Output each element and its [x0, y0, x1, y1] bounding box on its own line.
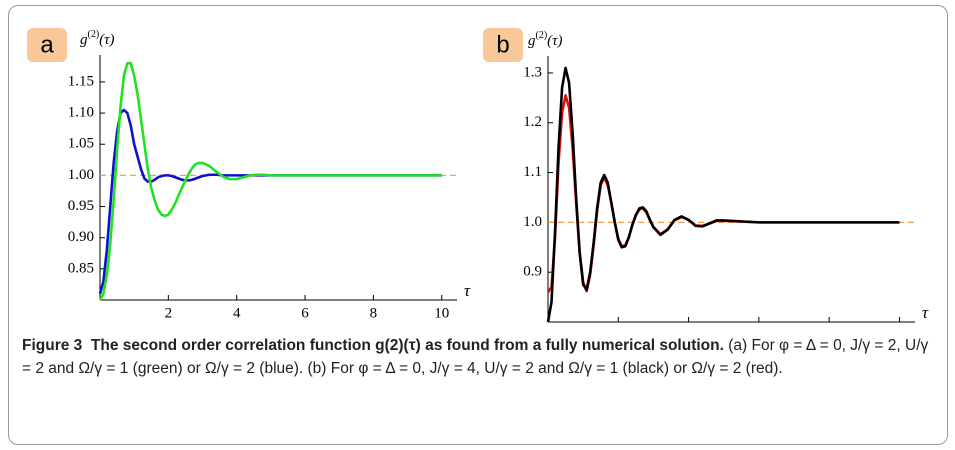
- y-label-arg: (τ): [547, 33, 562, 49]
- series-line: [98, 61, 442, 301]
- y-tick-label: 1.0: [523, 214, 542, 230]
- y-axis-label: g(2)(τ): [528, 30, 563, 49]
- panel-label: b: [496, 31, 509, 58]
- y-tick-label: 1.15: [68, 73, 94, 89]
- x-axis-label: τ: [464, 281, 471, 300]
- y-label-sup: (2): [536, 30, 548, 41]
- x-tick-label: 10: [892, 327, 907, 330]
- figure-frame: [8, 5, 948, 445]
- figure: a g(2)(τ)τ2 4 6 8 100.850.900.951.001.051.101…: [27, 28, 929, 330]
- x-tick-label: 6: [301, 305, 309, 321]
- y-tick-label: 0.95: [68, 198, 94, 214]
- x-tick-label: 2: [615, 327, 623, 330]
- y-tick-label: 0.90: [68, 229, 94, 245]
- series-line: [98, 108, 442, 295]
- y-axis-label: g(2)(τ): [80, 29, 115, 48]
- y-tick-label: 0.9: [523, 264, 542, 280]
- caption-title: The second order correlation function g(…: [90, 337, 724, 354]
- y-label-base: g: [528, 33, 536, 49]
- y-tick-label: 1.05: [68, 136, 94, 152]
- series-line: [546, 66, 900, 323]
- x-tick-label: 2: [165, 305, 173, 321]
- panel-label-box: [483, 28, 523, 62]
- x-axis-label: τ: [922, 303, 929, 322]
- y-label-arg: (τ): [99, 32, 114, 48]
- y-label-base: g: [80, 32, 88, 48]
- caption: Figure 3 The second order correlation fu…: [22, 334, 932, 380]
- y-tick-label: 1.2: [523, 114, 542, 130]
- series-line: [546, 94, 900, 293]
- y-tick-label: 1.00: [68, 167, 94, 183]
- x-tick-label: 8: [825, 327, 833, 330]
- y-label-sup: (2): [88, 29, 100, 40]
- x-tick-label: 4: [233, 305, 241, 321]
- caption-text: (a) For φ = Δ = 0, J/γ = 2, U/γ = 2 and …: [22, 337, 929, 377]
- x-tick-label: 8: [370, 305, 378, 321]
- panel-label: a: [40, 31, 54, 58]
- x-tick-label: 4: [685, 327, 693, 330]
- y-tick-label: 1.1: [523, 164, 542, 180]
- y-tick-label: 1.3: [523, 64, 542, 80]
- x-tick-label: 10: [434, 305, 449, 321]
- caption-label: Figure 3: [22, 337, 83, 354]
- y-tick-label: 1.10: [68, 105, 94, 121]
- x-tick-label: 6: [755, 327, 763, 330]
- panel-label-box: [27, 28, 67, 62]
- y-tick-label: 0.85: [68, 260, 94, 276]
